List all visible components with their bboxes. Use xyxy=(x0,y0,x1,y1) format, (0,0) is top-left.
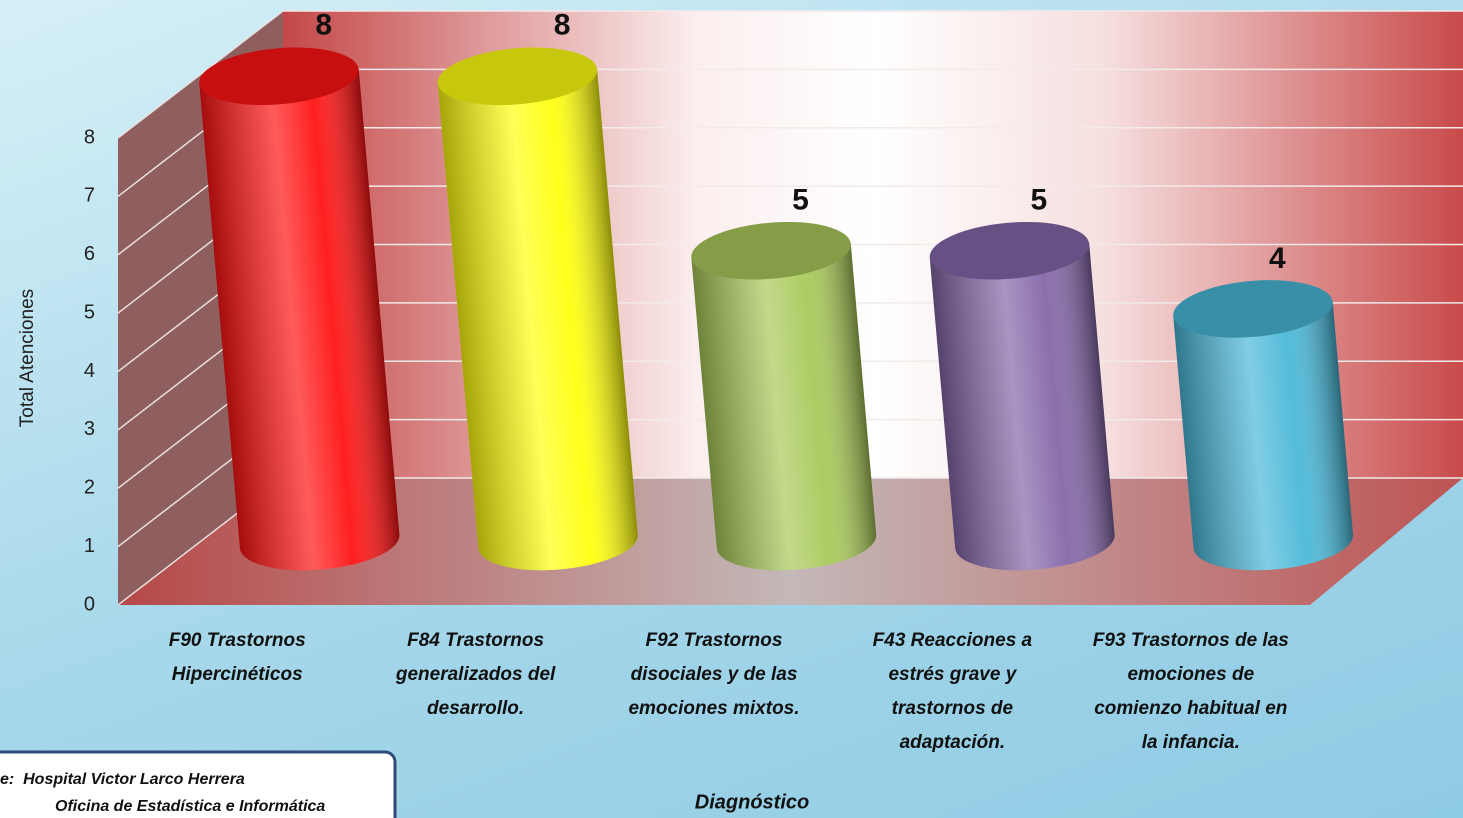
value-label: 5 xyxy=(1031,184,1048,217)
bar-group xyxy=(929,221,1115,571)
x-tick-label: F90 Trastornos Hipercinéticos xyxy=(168,630,306,685)
bar-top-shade xyxy=(199,47,359,106)
x-tick-label: F84 Trastornos generalizados del desarro… xyxy=(395,630,556,719)
bar-group xyxy=(1173,280,1354,571)
y-tick-label: 3 xyxy=(84,418,95,440)
source-line: Oficina de Estadística e Informática xyxy=(55,798,325,815)
y-tick-label: 2 xyxy=(84,477,95,499)
bar-top-shade xyxy=(691,221,851,280)
x-axis-title: Diagnóstico xyxy=(695,791,809,813)
bar-group xyxy=(199,47,400,571)
bar-shade xyxy=(1173,301,1354,571)
y-tick-label: 7 xyxy=(84,185,95,207)
bar-top xyxy=(437,47,598,106)
bar-top xyxy=(691,221,851,280)
y-tick-label: 0 xyxy=(84,593,95,615)
bar-top xyxy=(1173,280,1333,338)
bar-shade xyxy=(929,243,1115,571)
y-tick-label: 5 xyxy=(84,301,95,323)
bar-top xyxy=(199,47,359,106)
y-tick-label: 1 xyxy=(84,535,95,557)
value-label: 5 xyxy=(792,184,809,217)
x-tick-label: F93 Trastornos de las emociones de comie… xyxy=(1092,630,1289,753)
y-tick-label: 4 xyxy=(84,360,95,382)
bar-top-shade xyxy=(437,47,598,106)
y-axis-title: Total Atenciones xyxy=(17,289,38,427)
x-tick-label: F43 Reacciones a estrés grave y trastorn… xyxy=(872,630,1033,753)
bar-group xyxy=(437,47,638,571)
bar-shade xyxy=(691,243,877,571)
bar-shade xyxy=(437,69,638,571)
y-tick-label: 6 xyxy=(84,243,95,265)
source-box xyxy=(0,750,397,818)
bar-shade xyxy=(199,69,400,571)
grid-line xyxy=(117,10,284,139)
source-line: e: Hospital Victor Larco Herrera xyxy=(0,771,245,788)
x-tick-label: F92 Trastornos disociales y de las emoci… xyxy=(628,630,800,719)
bar-group xyxy=(691,221,877,571)
bar-top-shade xyxy=(929,221,1090,280)
bar-top xyxy=(929,221,1090,280)
bar-top-shade xyxy=(1173,280,1333,338)
value-label: 8 xyxy=(554,8,571,41)
value-label: 4 xyxy=(1269,242,1286,275)
y-tick-label: 8 xyxy=(84,126,95,148)
value-label: 8 xyxy=(315,8,332,41)
